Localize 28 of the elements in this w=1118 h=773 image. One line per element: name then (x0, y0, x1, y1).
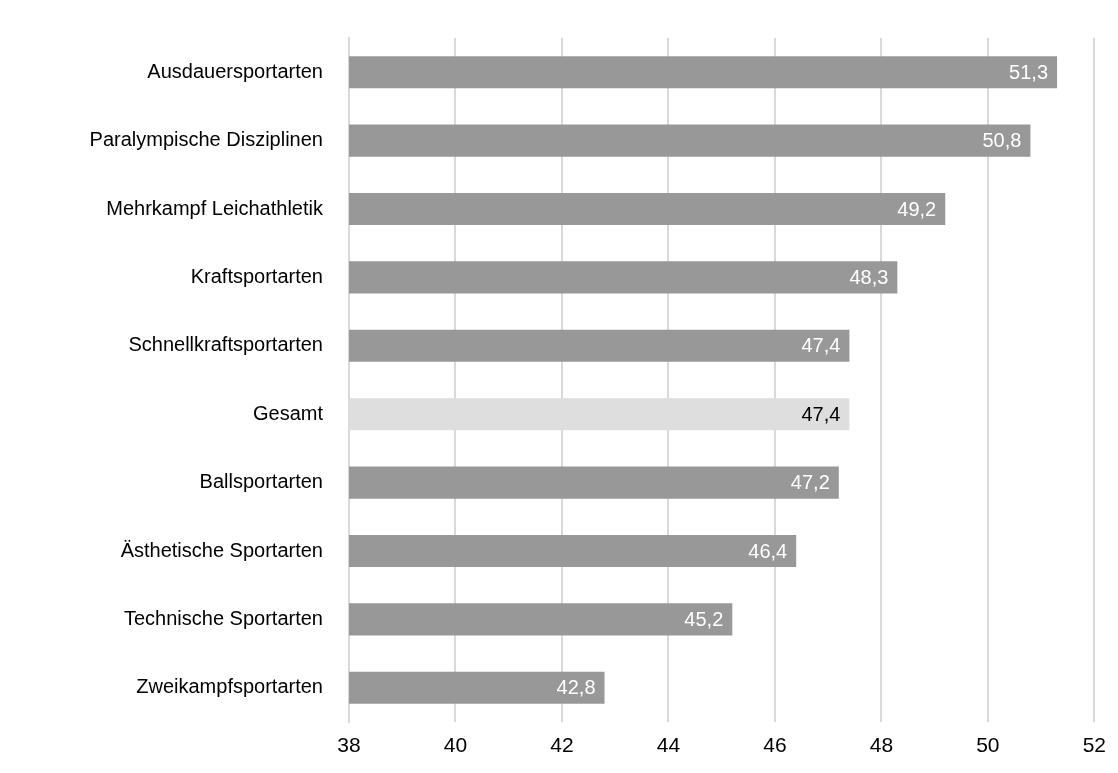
x-tick-label: 40 (443, 733, 468, 757)
y-tick-label: Zweikampfsportarten (136, 675, 323, 698)
x-tick-label: 52 (1082, 733, 1106, 757)
data-label: 45,2 (684, 607, 724, 630)
data-label: 47,2 (790, 471, 830, 494)
x-tick-label: 38 (337, 733, 361, 757)
data-label: 50,8 (982, 129, 1022, 152)
x-tick-label: 44 (656, 733, 681, 757)
y-tick-label: Schnellkraftsportarten (128, 333, 323, 356)
y-tick-label: Ausdauersportarten (147, 59, 323, 82)
data-label: 48,3 (849, 265, 889, 288)
data-label: 46,4 (748, 539, 788, 562)
data-label: 51,3 (1009, 60, 1049, 83)
data-label: 47,4 (801, 402, 841, 425)
y-tick-label: Technische Sportarten (123, 606, 323, 629)
x-tick-label: 46 (763, 733, 787, 757)
y-tick-label: Kraftsportarten (190, 264, 323, 287)
data-label: 47,4 (801, 334, 841, 357)
y-tick-label: Ballsportarten (199, 470, 323, 493)
data-label: 42,8 (556, 676, 596, 699)
y-tick-label: Ästhetische Sportarten (120, 538, 323, 561)
x-tick-label: 48 (869, 733, 894, 757)
x-tick-label: 50 (976, 733, 1000, 757)
y-tick-label: Paralympische Disziplinen (89, 128, 323, 151)
x-tick-label: 42 (550, 733, 574, 757)
y-tick-label: Mehrkampf Leichathletik (106, 196, 324, 219)
data-label: 49,2 (897, 197, 937, 220)
y-tick-label: Gesamt (252, 401, 324, 424)
